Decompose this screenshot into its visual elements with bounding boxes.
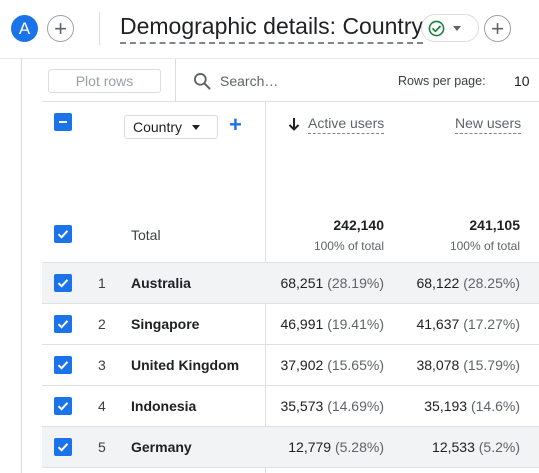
add-dimension-button[interactable]: + xyxy=(229,112,242,137)
select-all-checkbox[interactable] xyxy=(54,113,72,131)
page-title[interactable]: Demographic details: Country xyxy=(120,13,423,44)
row-new-users: 41,637 (17.27%) xyxy=(416,316,520,332)
header-divider xyxy=(99,12,100,45)
total-active-users-pct: 100% of total xyxy=(313,239,384,253)
row-rank: 5 xyxy=(98,439,106,455)
row-checkbox[interactable] xyxy=(54,274,72,292)
checkmark-icon xyxy=(57,402,69,411)
content-left-rule xyxy=(21,58,22,473)
row-checkbox[interactable] xyxy=(54,397,72,415)
arrow-down-icon[interactable] xyxy=(287,116,301,132)
header-bottom-rule xyxy=(0,58,539,59)
dimension-select-value: Country xyxy=(133,119,183,135)
account-avatar[interactable]: A xyxy=(11,15,38,42)
row-new-users: 12,533 (5.2%) xyxy=(432,439,520,455)
rows-per-page-select[interactable]: 10 xyxy=(514,73,530,89)
table-row[interactable]: 1 Australia 68,251 (28.19%) 68,122 (28.2… xyxy=(42,262,539,303)
row-country: Germany xyxy=(131,439,192,455)
rows-per-page-label: Rows per page: xyxy=(398,74,486,88)
row-rank: 3 xyxy=(98,357,106,373)
table-row[interactable]: 4 Indonesia 35,573 (14.69%) 35,193 (14.6… xyxy=(42,385,539,426)
chevron-down-icon xyxy=(192,124,201,130)
total-label: Total xyxy=(131,227,161,243)
checkmark-icon xyxy=(57,320,69,329)
chevron-down-icon xyxy=(453,25,461,31)
row-country: United Kingdom xyxy=(131,357,240,373)
search-icon[interactable] xyxy=(192,71,212,91)
total-checkbox[interactable] xyxy=(54,225,72,243)
data-quality-status-button[interactable] xyxy=(421,14,479,42)
row-active-users: 35,573 (14.69%) xyxy=(280,398,384,414)
column-header-new-users[interactable]: New users xyxy=(455,115,522,134)
indeterminate-icon xyxy=(59,121,67,123)
row-checkbox[interactable] xyxy=(54,438,72,456)
plus-icon: + xyxy=(54,15,67,41)
row-checkbox[interactable] xyxy=(54,315,72,333)
row-country: Indonesia xyxy=(131,398,197,414)
add-comparison-button[interactable]: + xyxy=(47,15,74,42)
row-rank: 4 xyxy=(98,398,106,414)
row-country: Australia xyxy=(131,275,191,291)
check-circle-icon xyxy=(428,20,445,36)
total-new-users: 241,105 xyxy=(469,217,520,233)
row-active-users: 37,902 (15.65%) xyxy=(280,357,384,373)
row-active-users: 68,251 (28.19%) xyxy=(280,275,384,291)
checkmark-icon xyxy=(57,443,69,452)
row-new-users: 68,122 (28.25%) xyxy=(416,275,520,291)
toolbar-divider xyxy=(175,59,176,102)
row-country: Singapore xyxy=(131,316,200,332)
plot-rows-button[interactable]: Plot rows xyxy=(48,69,161,93)
row-checkbox[interactable] xyxy=(54,356,72,374)
row-new-users: 38,078 (15.79%) xyxy=(416,357,520,373)
checkmark-icon xyxy=(57,279,69,288)
plus-icon: + xyxy=(491,15,504,41)
total-active-users: 242,140 xyxy=(333,217,384,233)
dimension-select[interactable]: Country xyxy=(124,115,218,139)
table-row-divider xyxy=(42,467,539,473)
row-rank: 1 xyxy=(98,275,106,291)
total-new-users-pct: 100% of total xyxy=(449,239,520,253)
checkmark-icon xyxy=(57,361,69,370)
table-row[interactable]: 5 Germany 12,779 (5.28%) 12,533 (5.2%) xyxy=(42,426,539,467)
row-new-users: 35,193 (14.6%) xyxy=(424,398,520,414)
row-rank: 2 xyxy=(98,316,106,332)
column-header-active-users[interactable]: Active users xyxy=(308,115,385,134)
table-row[interactable]: 2 Singapore 46,991 (19.41%) 41,637 (17.2… xyxy=(42,303,539,344)
table-toolbar: Plot rows Rows per page: 10 xyxy=(42,59,539,102)
row-active-users: 46,991 (19.41%) xyxy=(280,316,384,332)
row-active-users: 12,779 (5.28%) xyxy=(288,439,384,455)
add-button[interactable]: + xyxy=(484,15,511,42)
checkmark-icon xyxy=(57,230,69,239)
table-row[interactable]: 3 United Kingdom 37,902 (15.65%) 38,078 … xyxy=(42,344,539,385)
search-input[interactable] xyxy=(220,71,330,91)
report-header: A + Demographic details: Country + xyxy=(0,0,539,58)
